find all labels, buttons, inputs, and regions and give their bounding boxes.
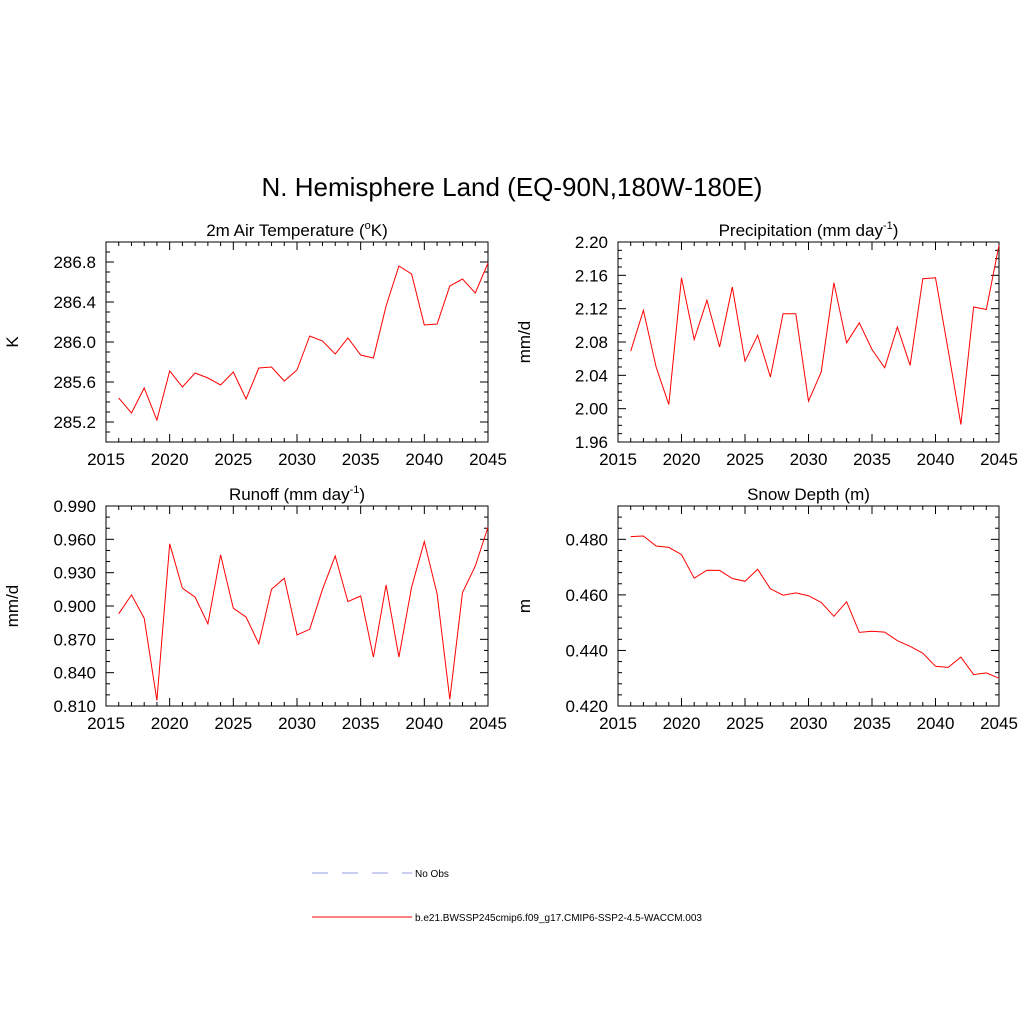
runoff-xtick-label: 2015 — [87, 714, 125, 733]
precipitation-ytick-label: 2.20 — [575, 233, 608, 252]
runoff-ytick-label: 0.900 — [53, 597, 96, 616]
panel-air-temperature: 2m Air Temperature (oK) K 2015 2020 2025 2030… — [3, 220, 507, 469]
precipitation-xtick-label: 2040 — [917, 450, 955, 469]
air-temperature-xtick-label: 2035 — [342, 450, 380, 469]
snow-depth-ylabel: m — [515, 599, 534, 613]
panel-runoff: Runoff (mm day-1) mm/d 2015 2020 2025 2030 203… — [3, 484, 507, 733]
snow-depth-xtick-label: 2040 — [917, 714, 955, 733]
snow-depth-ytick-label: 0.420 — [565, 697, 608, 716]
precipitation-xtick-label: 2030 — [790, 450, 828, 469]
precipitation-ytick-label: 2.08 — [575, 333, 608, 352]
runoff-xtick-label: 2020 — [151, 714, 189, 733]
snow-depth-xtick-label: 2045 — [980, 714, 1018, 733]
runoff-xtick-label: 2035 — [342, 714, 380, 733]
air-temperature-ylabel: K — [3, 336, 22, 348]
runoff-plot-frame — [105, 505, 489, 707]
runoff-title: Runoff (mm day-1) — [229, 484, 365, 504]
precipitation-ytick-label: 2.12 — [575, 300, 608, 319]
air-temperature-xtick-label: 2015 — [87, 450, 125, 469]
air-temperature-ytick-label: 285.6 — [53, 373, 96, 392]
runoff-ytick-label: 0.990 — [53, 497, 96, 516]
legend-label-no-obs: No Obs — [415, 869, 449, 880]
air-temperature-xtick-label: 2040 — [405, 450, 443, 469]
snow-depth-xtick-label: 2030 — [790, 714, 828, 733]
air-temperature-title: 2m Air Temperature (oK) — [206, 220, 388, 240]
snow-depth-ytick-label: 0.460 — [565, 586, 608, 605]
precipitation-ytick-label: 2.04 — [575, 366, 608, 385]
precipitation-series-line — [630, 245, 1000, 425]
air-temperature-ytick-label: 286.0 — [53, 333, 96, 352]
runoff-ytick-label: 0.870 — [53, 630, 96, 649]
air-temperature-ytick-label: 285.2 — [53, 413, 96, 432]
precipitation-ylabel: mm/d — [515, 321, 534, 364]
snow-depth-xtick-label: 2015 — [599, 714, 637, 733]
legend: No Obs b.e21.BWSSP245cmip6.f09_g17.CMIP6… — [312, 869, 702, 924]
runoff-ytick-label: 0.840 — [53, 664, 96, 683]
runoff-ytick-label: 0.930 — [53, 564, 96, 583]
snow-depth-xtick-label: 2035 — [853, 714, 891, 733]
precipitation-xtick-label: 2035 — [853, 450, 891, 469]
precipitation-ytick-label: 2.00 — [575, 400, 608, 419]
air-temperature-series-line — [118, 262, 489, 422]
runoff-ytick-label: 0.810 — [53, 697, 96, 716]
air-temperature-xtick-label: 2020 — [151, 450, 189, 469]
runoff-xtick-label: 2030 — [278, 714, 316, 733]
precipitation-xtick-label: 2015 — [599, 450, 637, 469]
snow-depth-ytick-label: 0.440 — [565, 641, 608, 660]
precipitation-title: Precipitation (mm day-1) — [719, 220, 899, 240]
main-title: N. Hemisphere Land (EQ-90N,180W-180E) — [262, 172, 763, 202]
snow-depth-series-line — [630, 535, 1000, 679]
snow-depth-title: Snow Depth (m) — [747, 485, 870, 504]
precipitation-xtick-label: 2020 — [663, 450, 701, 469]
snow-depth-xtick-label: 2020 — [663, 714, 701, 733]
air-temperature-xtick-label: 2030 — [278, 450, 316, 469]
precipitation-ytick-label: 1.96 — [575, 433, 608, 452]
precipitation-xtick-label: 2025 — [726, 450, 764, 469]
air-temperature-xtick-label: 2025 — [214, 450, 252, 469]
precipitation-xtick-label: 2045 — [980, 450, 1018, 469]
legend-label-model: b.e21.BWSSP245cmip6.f09_g17.CMIP6-SSP2-4… — [415, 913, 702, 924]
air-temperature-ytick-label: 286.8 — [53, 253, 96, 272]
precipitation-ytick-label: 2.16 — [575, 266, 608, 285]
air-temperature-ytick-label: 286.4 — [53, 293, 96, 312]
snow-depth-plot-frame — [617, 505, 1000, 707]
panel-snow-depth: Snow Depth (m) m 2015 2020 2025 2030 2035 2040 2… — [515, 485, 1018, 733]
runoff-xtick-label: 2045 — [469, 714, 507, 733]
air-temperature-xtick-label: 2045 — [469, 450, 507, 469]
runoff-series-line — [118, 526, 489, 701]
panel-precipitation: Precipitation (mm day-1) mm/d 2015 2020 2025… — [515, 220, 1018, 469]
runoff-xtick-label: 2025 — [214, 714, 252, 733]
runoff-ylabel: mm/d — [3, 585, 22, 628]
snow-depth-ytick-label: 0.480 — [565, 530, 608, 549]
snow-depth-xtick-label: 2025 — [726, 714, 764, 733]
runoff-xtick-label: 2040 — [405, 714, 443, 733]
runoff-ytick-label: 0.960 — [53, 530, 96, 549]
air-temperature-plot-frame — [105, 241, 489, 443]
